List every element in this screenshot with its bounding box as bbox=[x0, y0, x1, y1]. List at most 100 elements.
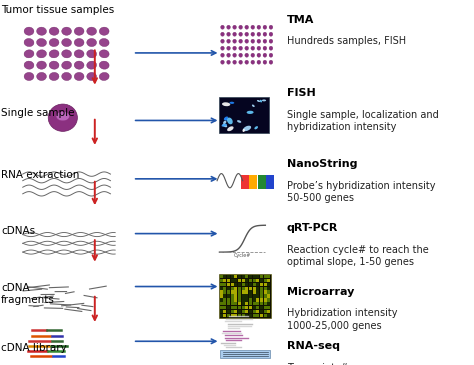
Ellipse shape bbox=[263, 25, 267, 29]
Ellipse shape bbox=[220, 60, 224, 64]
Ellipse shape bbox=[227, 53, 230, 57]
Bar bbox=[234, 310, 237, 313]
Text: cDNA
fragments: cDNA fragments bbox=[1, 283, 55, 305]
Text: Single sample, localization and
hybridization intensity: Single sample, localization and hybridiz… bbox=[287, 110, 438, 132]
Ellipse shape bbox=[74, 50, 84, 58]
Text: FISH: FISH bbox=[287, 88, 316, 97]
Bar bbox=[242, 287, 245, 290]
Ellipse shape bbox=[245, 39, 248, 43]
Ellipse shape bbox=[36, 61, 46, 69]
Bar bbox=[267, 283, 270, 286]
Bar bbox=[253, 275, 256, 278]
Bar bbox=[223, 306, 227, 310]
Bar bbox=[234, 298, 237, 301]
Bar bbox=[241, 175, 249, 189]
Bar bbox=[234, 302, 237, 306]
Ellipse shape bbox=[227, 25, 230, 29]
Bar bbox=[242, 279, 245, 282]
Bar bbox=[238, 291, 241, 294]
Bar bbox=[231, 302, 234, 306]
Ellipse shape bbox=[257, 46, 261, 50]
Ellipse shape bbox=[239, 60, 243, 64]
Bar bbox=[220, 302, 223, 306]
Bar bbox=[231, 314, 234, 317]
Bar bbox=[223, 302, 227, 306]
Bar bbox=[256, 310, 259, 313]
Bar bbox=[246, 287, 248, 290]
Ellipse shape bbox=[36, 72, 46, 81]
Bar bbox=[249, 279, 252, 282]
Ellipse shape bbox=[36, 38, 46, 47]
Ellipse shape bbox=[245, 46, 248, 50]
Bar bbox=[260, 294, 263, 298]
Bar bbox=[242, 298, 245, 301]
Ellipse shape bbox=[62, 27, 72, 35]
Bar bbox=[267, 275, 270, 278]
Bar bbox=[249, 283, 252, 286]
Bar bbox=[231, 283, 234, 286]
Ellipse shape bbox=[220, 46, 224, 50]
Bar bbox=[246, 283, 248, 286]
Bar bbox=[249, 275, 252, 278]
Bar bbox=[231, 275, 234, 278]
Ellipse shape bbox=[99, 50, 109, 58]
Ellipse shape bbox=[251, 25, 255, 29]
Bar bbox=[231, 310, 234, 313]
Ellipse shape bbox=[62, 72, 72, 81]
Ellipse shape bbox=[24, 27, 34, 35]
Bar bbox=[249, 298, 252, 301]
Bar bbox=[253, 279, 256, 282]
Ellipse shape bbox=[239, 39, 243, 43]
Text: RNA extraction: RNA extraction bbox=[1, 170, 79, 180]
Bar bbox=[227, 314, 230, 317]
Ellipse shape bbox=[243, 126, 251, 131]
Bar bbox=[253, 306, 256, 310]
Ellipse shape bbox=[233, 53, 237, 57]
Bar bbox=[264, 283, 267, 286]
Ellipse shape bbox=[245, 25, 248, 29]
Bar bbox=[256, 298, 259, 301]
Ellipse shape bbox=[239, 32, 243, 36]
Text: Cycle#: Cycle# bbox=[234, 253, 251, 258]
Ellipse shape bbox=[257, 25, 261, 29]
Bar bbox=[234, 314, 237, 317]
Bar bbox=[249, 314, 252, 317]
Bar bbox=[249, 287, 252, 290]
Bar bbox=[219, 97, 269, 133]
Text: Hybridization intensity
1000-25,000 genes: Hybridization intensity 1000-25,000 gene… bbox=[287, 308, 397, 331]
Bar bbox=[264, 314, 267, 317]
Bar bbox=[227, 306, 230, 310]
Bar bbox=[227, 283, 230, 286]
Bar bbox=[267, 306, 270, 310]
Text: RNA-seq: RNA-seq bbox=[287, 341, 340, 351]
Bar bbox=[238, 310, 241, 313]
Ellipse shape bbox=[227, 126, 234, 131]
Ellipse shape bbox=[251, 46, 255, 50]
Bar bbox=[267, 287, 270, 290]
Bar bbox=[220, 306, 223, 310]
Text: qRT-PCR: qRT-PCR bbox=[287, 223, 338, 233]
Ellipse shape bbox=[224, 116, 228, 120]
Bar bbox=[260, 275, 263, 278]
Bar bbox=[234, 287, 237, 290]
Ellipse shape bbox=[245, 53, 248, 57]
Ellipse shape bbox=[49, 50, 59, 58]
Bar bbox=[264, 279, 267, 282]
Bar bbox=[246, 291, 248, 294]
Bar bbox=[242, 291, 245, 294]
Ellipse shape bbox=[49, 38, 59, 47]
Bar bbox=[249, 291, 252, 294]
Ellipse shape bbox=[251, 39, 255, 43]
Ellipse shape bbox=[233, 46, 237, 50]
Bar bbox=[234, 275, 237, 278]
Bar bbox=[256, 283, 259, 286]
Bar bbox=[253, 287, 256, 290]
Bar bbox=[260, 302, 263, 306]
Bar bbox=[220, 287, 223, 290]
Ellipse shape bbox=[225, 118, 228, 121]
Ellipse shape bbox=[74, 61, 84, 69]
Bar bbox=[227, 279, 230, 282]
Bar bbox=[234, 294, 237, 298]
Text: Probe’s hybridization intensity
50-500 genes: Probe’s hybridization intensity 50-500 g… bbox=[287, 181, 435, 203]
Ellipse shape bbox=[220, 32, 224, 36]
